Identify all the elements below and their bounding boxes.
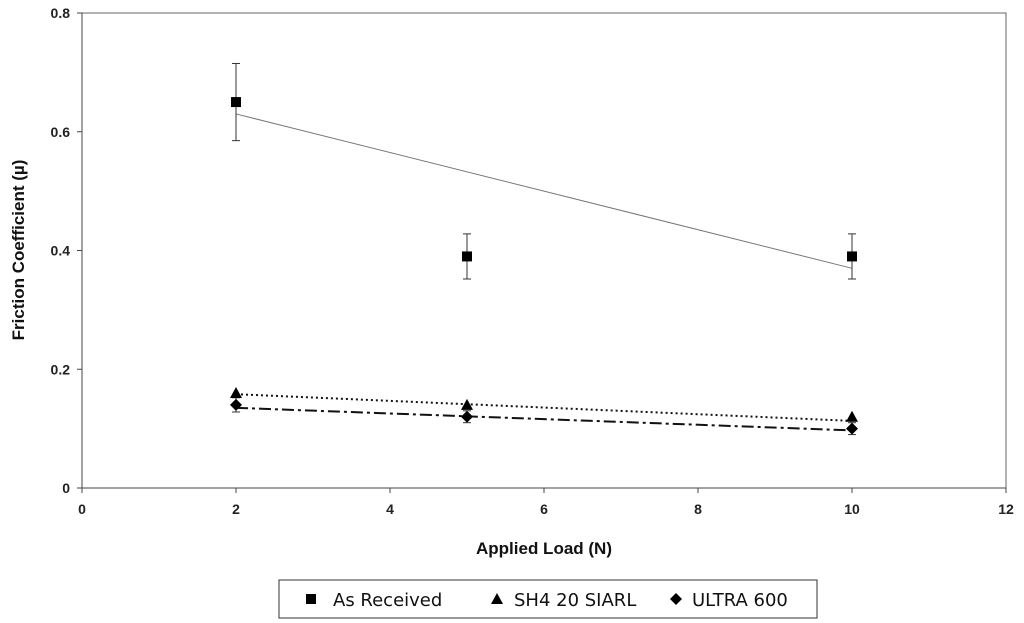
x-tick-label: 4 — [386, 501, 394, 517]
x-tick-label: 2 — [232, 501, 240, 517]
x-tick-label: 0 — [78, 501, 86, 517]
legend-item-ultra-600: ULTRA 600 — [670, 590, 788, 611]
legend-label-sh4-20-siarl: SH4 20 SIARL — [514, 590, 636, 611]
x-tick-label: 10 — [844, 501, 860, 517]
data-markers — [230, 97, 858, 435]
legend: As Received SH4 20 SIARL ULTRA 600 — [278, 579, 818, 619]
x-tick-label: 12 — [998, 501, 1014, 517]
plot-area — [81, 12, 1007, 489]
data-point-square — [231, 97, 241, 108]
data-point-diamond — [230, 398, 242, 411]
trendline-series-0 — [235, 113, 853, 269]
y-ticks: 0 0.2 0.4 0.6 0.8 — [51, 5, 82, 496]
legend-box — [278, 579, 818, 619]
legend-label-as-received: As Received — [333, 590, 442, 611]
trendlines — [235, 113, 853, 432]
data-point-triangle — [230, 387, 242, 398]
y-tick-label: 0.4 — [51, 243, 71, 259]
legend-square-marker — [306, 594, 316, 604]
x-tick-label: 6 — [540, 501, 548, 517]
y-tick-label: 0.6 — [51, 124, 71, 140]
legend-triangle-marker — [491, 593, 503, 604]
y-tick-label: 0 — [62, 480, 70, 496]
y-axis-title: Friction Coefficient (µ) — [9, 160, 28, 341]
data-point-diamond — [846, 422, 858, 435]
data-point-triangle — [461, 398, 473, 410]
y-tick-label: 0.8 — [51, 5, 71, 21]
x-tick-label: 8 — [694, 501, 702, 517]
x-ticks: 0 2 4 6 8 10 12 — [78, 488, 1014, 517]
y-tick-label: 0.2 — [51, 361, 71, 377]
legend-item-sh4-20-siarl: SH4 20 SIARL — [491, 590, 636, 611]
data-point-diamond — [461, 410, 473, 423]
trendline-series-2 — [235, 406, 853, 432]
legend-label-ultra-600: ULTRA 600 — [692, 590, 788, 611]
legend-item-as-received: As Received — [306, 590, 442, 611]
data-point-square — [847, 251, 857, 262]
data-point-square — [462, 251, 472, 262]
data-point-triangle — [846, 410, 858, 422]
x-axis-title: Applied Load (N) — [476, 539, 612, 558]
legend-diamond-marker — [670, 593, 682, 605]
